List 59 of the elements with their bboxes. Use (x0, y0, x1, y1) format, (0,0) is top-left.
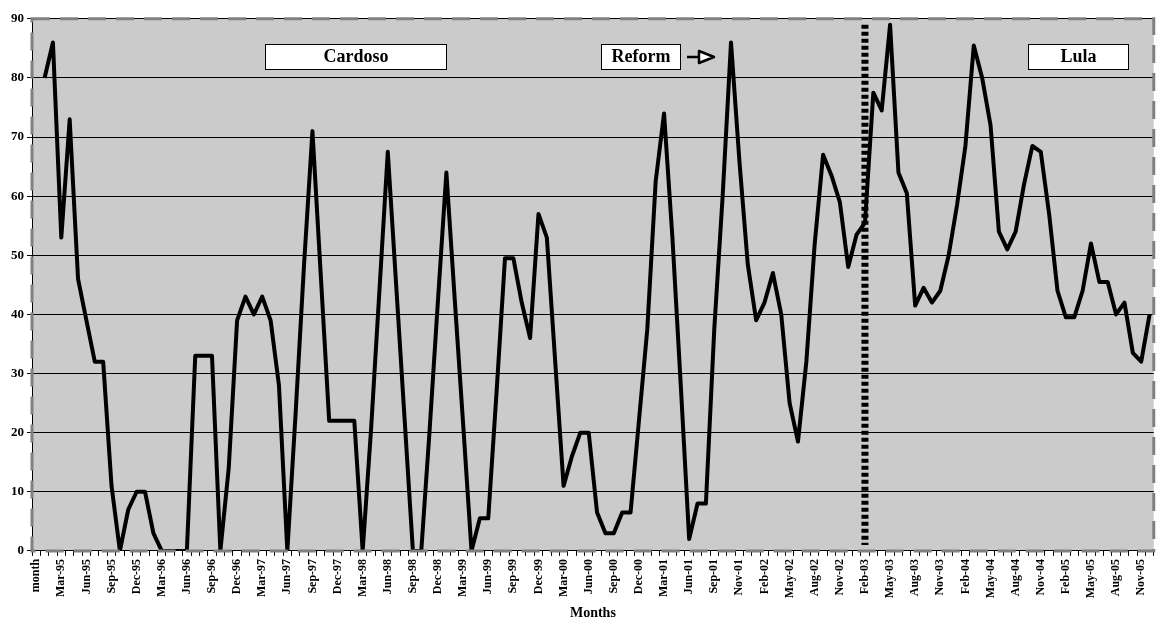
y-tick-label: 90 (11, 10, 24, 26)
x-tick-label: Feb-02 (756, 558, 771, 595)
x-tick-label: Mar-99 (455, 558, 470, 598)
x-tick-label: Mar-96 (153, 558, 168, 598)
x-tick-label: Sep-97 (304, 558, 319, 594)
x-tick-label: Dec-95 (128, 558, 143, 595)
x-tick-label: Jun-96 (178, 558, 193, 595)
x-tick-label: May-02 (781, 558, 796, 599)
x-tick-label: Feb-04 (957, 558, 972, 595)
x-tick-label: Feb-05 (1057, 558, 1072, 595)
x-axis-title: Months (569, 605, 617, 621)
x-tick-label: Jun-97 (279, 558, 294, 595)
x-tick-label: Jun-00 (580, 558, 595, 595)
y-tick-label: 10 (11, 483, 24, 499)
x-tick-label: Mar-95 (53, 558, 68, 598)
x-tick-label: May-03 (882, 558, 897, 599)
y-tick-label: 50 (11, 246, 24, 262)
y-tick-label: 80 (11, 69, 24, 85)
y-tick-label: 20 (11, 424, 24, 439)
y-tick-label: 40 (11, 305, 24, 321)
x-tick-label: Dec-97 (329, 558, 344, 595)
x-tick-label: Sep-98 (404, 558, 419, 594)
x-tick-label: Nov-02 (831, 558, 846, 596)
label-box: Reform (601, 44, 681, 70)
x-tick-label: Sep-95 (103, 558, 118, 594)
x-tick-label: Dec-96 (229, 558, 244, 595)
x-tick-label: Nov-03 (932, 558, 947, 596)
x-tick-label: Mar-00 (555, 558, 570, 598)
x-tick-label: Nov-05 (1133, 558, 1148, 596)
x-tick-label: Jun-01 (681, 558, 696, 595)
x-tick-label: Aug-02 (806, 558, 821, 597)
x-tick-label: month (28, 558, 43, 593)
x-tick-label: Jun-95 (78, 558, 93, 595)
x-tick-label: Aug-05 (1108, 558, 1123, 597)
y-tick-label: 70 (11, 128, 24, 144)
x-tick-label: Mar-98 (354, 558, 369, 598)
x-tick-label: Sep-00 (605, 558, 620, 594)
x-tick-label: Dec-99 (530, 558, 545, 595)
x-tick-label: Aug-03 (907, 558, 922, 597)
x-tick-label: Aug-04 (1007, 558, 1022, 597)
x-tick-label: Dec-98 (430, 558, 445, 595)
x-tick-label: Nov-01 (731, 558, 746, 596)
y-tick-label: 60 (11, 187, 24, 203)
x-tick-label: May-05 (1083, 558, 1098, 599)
x-tick-label: Nov-04 (1032, 558, 1047, 596)
x-tick-label: Jun-98 (379, 558, 394, 595)
x-tick-label: Jun-99 (480, 558, 495, 595)
x-tick-label: Mar-01 (656, 558, 671, 598)
y-tick-label: 0 (17, 542, 24, 558)
label-box: Cardoso (265, 44, 447, 70)
x-tick-label: Sep-96 (204, 558, 219, 594)
x-tick-label: May-04 (982, 558, 997, 599)
label-box: Lula (1028, 44, 1129, 70)
x-tick-label: Feb-03 (857, 558, 872, 595)
x-tick-label: Sep-99 (505, 558, 520, 594)
x-tick-label: Dec-00 (631, 558, 646, 595)
x-tick-label: Sep-01 (706, 558, 721, 594)
y-tick-label: 30 (11, 364, 24, 380)
x-tick-label: Mar-97 (254, 558, 269, 598)
